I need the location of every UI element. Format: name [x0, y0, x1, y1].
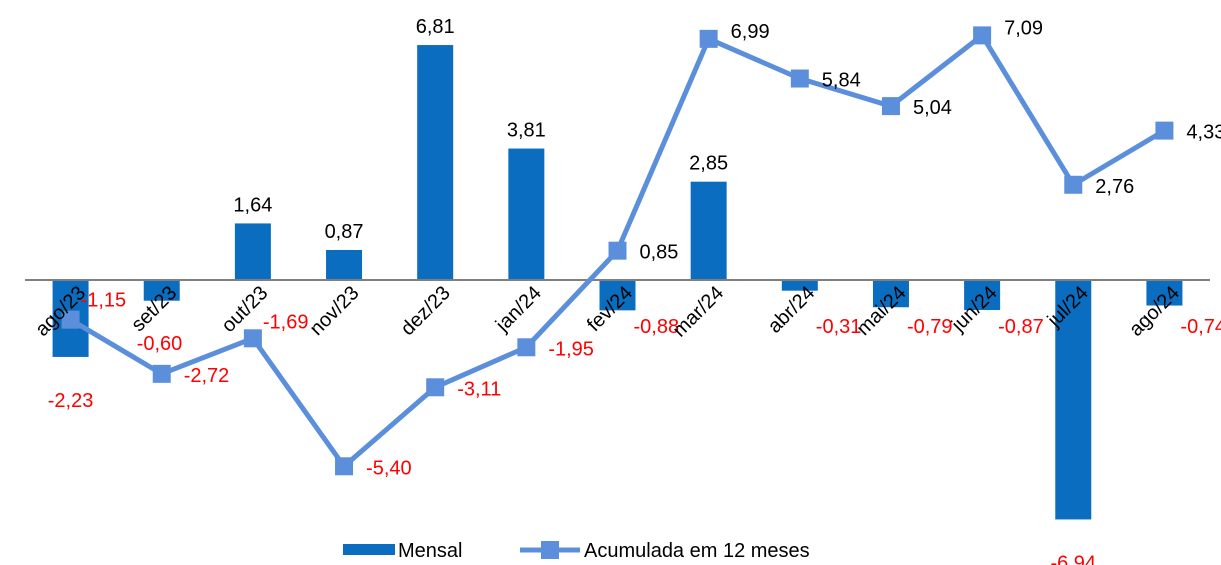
bar-nov-23 [326, 249, 363, 280]
bar-label-jan-24: 3,81 [507, 120, 546, 142]
bar-label-set-23: -0,60 [137, 333, 183, 355]
bar-ago-24 [1146, 280, 1183, 306]
line-label-ago-24: 4,33 [1186, 122, 1221, 144]
line-marker-abr-24 [790, 69, 809, 88]
line-marker-set-23 [152, 364, 171, 383]
line-label-dez-23: -3,11 [457, 378, 501, 400]
bar-fev-24 [599, 280, 636, 311]
bar-label-nov-23: 0,87 [325, 221, 364, 243]
x-tick-nov-23: nov/23 [306, 282, 364, 340]
line-marker-out-23 [243, 329, 262, 348]
bar-abr-24 [781, 280, 818, 291]
line-marker-jan-24 [517, 338, 536, 357]
bar-label-fev-24: -0,88 [634, 316, 680, 338]
bar-label-jun-24: -0,87 [998, 316, 1044, 338]
line-marker-ago-23 [61, 310, 80, 329]
bar-label-ago-23: -2,23 [48, 390, 94, 412]
bar-label-mai-24: -0,79 [907, 316, 953, 338]
line-label-nov-23: -5,40 [366, 457, 412, 479]
line-label-fev-24: 0,85 [640, 242, 679, 264]
line-marker-jun-24 [973, 26, 992, 45]
bar-out-23 [234, 223, 271, 280]
bar-label-abr-24: -0,31 [816, 316, 862, 338]
bar-label-jul-24: -6,94 [1050, 552, 1096, 565]
bar-jun-24 [964, 280, 1001, 311]
line-label-set-23: -2,72 [184, 365, 230, 387]
bar-label-dez-23: 6,81 [416, 16, 455, 38]
x-tick-jan-24: jan/24 [491, 282, 546, 337]
bar-set-23 [143, 280, 180, 301]
line-label-abr-24: 5,84 [822, 70, 861, 92]
x-tick-dez-23: dez/23 [397, 282, 455, 340]
bar-label-out-23: 1,64 [233, 194, 272, 216]
legend-marker-acumulada [541, 541, 559, 559]
bar-dez-23 [417, 45, 454, 281]
acumulada-line-series [61, 26, 1174, 476]
bar-mai-24 [872, 280, 909, 308]
line-label-jan-24: -1,95 [548, 338, 594, 360]
line-label-jun-24: 7,09 [1004, 17, 1043, 39]
line-marker-mai-24 [881, 97, 900, 116]
line-label-jul-24: 2,76 [1095, 176, 1134, 198]
x-tick-mar-24: mar/24 [669, 282, 729, 342]
legend: Mensal Acumulada em 12 meses [343, 540, 810, 562]
line-marker-jul-24 [1064, 175, 1083, 194]
bar-label-mar-24: 2,85 [689, 153, 728, 175]
bar-jul-24 [1055, 280, 1092, 520]
bar-label-ago-24: -0,74 [1180, 316, 1221, 338]
legend-label-mensal: Mensal [398, 540, 462, 562]
line-marker-dez-23 [426, 378, 445, 397]
mensal-bars [52, 45, 1183, 520]
line-label-mai-24: 5,04 [913, 97, 952, 119]
bar-jan-24 [508, 148, 545, 280]
mensal-data-labels: -2,23 -0,60 1,64 0,87 6,81 3,81 -0,88 2,85 -0,31… [48, 16, 1221, 565]
line-marker-nov-23 [335, 457, 354, 476]
acumulada-data-labels: -1,15 -2,72 -1,69 -5,40 -3,11 -1,95 0,85 6,99 5,… [81, 17, 1221, 479]
line-label-mar-24: 6,99 [731, 21, 770, 43]
bar-mar-24 [690, 181, 727, 280]
legend-swatch-mensal [343, 544, 395, 555]
line-marker-ago-24 [1155, 121, 1174, 140]
line-label-out-23: -1,69 [263, 311, 309, 333]
line-marker-mar-24 [699, 29, 718, 48]
legend-label-acumulada: Acumulada em 12 meses [584, 540, 810, 562]
line-marker-fev-24 [608, 241, 627, 260]
line-label-ago-23: -1,15 [81, 290, 127, 312]
